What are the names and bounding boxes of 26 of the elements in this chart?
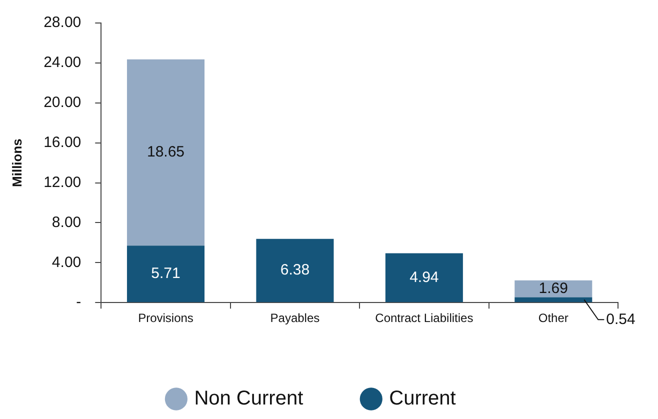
data-label: 6.38 [280, 262, 310, 279]
data-label: 0.54 [606, 310, 636, 328]
data-label: 5.71 [151, 264, 180, 282]
legend-label: Current [389, 388, 456, 410]
bar [126, 246, 205, 302]
y-tick-label: 4.00 [52, 254, 82, 271]
bar [514, 297, 592, 302]
x-tick-label: Payables [270, 311, 320, 326]
bar [126, 59, 205, 246]
bar [256, 238, 334, 302]
y-tick-label: 20.00 [44, 94, 82, 112]
data-label: 1.69 [538, 280, 568, 297]
legend-label: Non Current [194, 388, 304, 410]
y-axis-title: Millions [9, 138, 24, 187]
data-label: 4.94 [410, 268, 439, 286]
y-tick-label: 24.00 [44, 54, 82, 72]
x-tick-label: Other [538, 311, 568, 326]
x-tick-label: Contract Liabilities [375, 311, 474, 326]
bar [385, 253, 463, 302]
y-tick-label: 16.00 [44, 134, 82, 151]
y-tick-label: - [76, 294, 82, 311]
x-tick-label: Provisions [138, 311, 194, 326]
y-tick-label: 8.00 [52, 214, 82, 231]
y-tick-label: 12.00 [44, 174, 82, 191]
y-tick-label: 28.00 [44, 14, 82, 32]
data-label: 18.65 [146, 144, 185, 161]
